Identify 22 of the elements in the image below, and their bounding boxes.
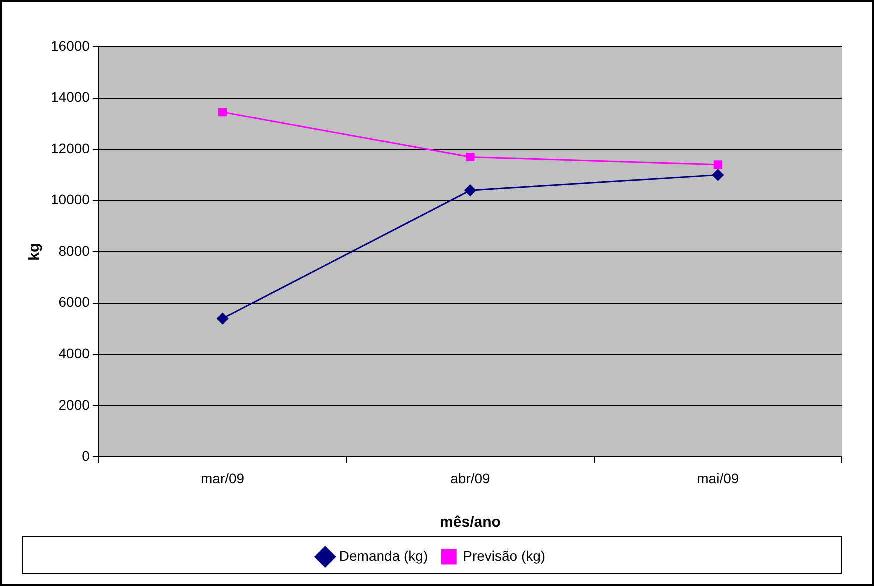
x-tick-label: mai/09 [697,470,740,486]
y-tick-label: 0 [82,448,90,464]
point [217,313,229,325]
y-tick-label: 16000 [50,38,90,54]
point [712,169,724,181]
point [464,184,476,196]
legend-label: Previsão (kg) [463,548,546,564]
y-tick-label: 14000 [50,89,90,106]
point [466,152,475,162]
x-tick-label: mar/09 [200,470,245,486]
y-axis-title: kg [26,243,44,261]
x-tick-label: abr/09 [450,470,491,486]
x-axis-title: mês/ano [440,514,501,532]
point [218,108,228,117]
y-tick-label: 4000 [58,346,90,362]
point [714,160,722,170]
y-tick-label: 6000 [58,294,90,310]
legend-label: Demanda (kg) [339,548,428,564]
y-tick-label: 2000 [58,396,90,413]
y-tick-label: 8000 [58,242,90,259]
y-tick-label: 10000 [50,192,90,208]
y-tick-label: 12000 [50,140,90,156]
